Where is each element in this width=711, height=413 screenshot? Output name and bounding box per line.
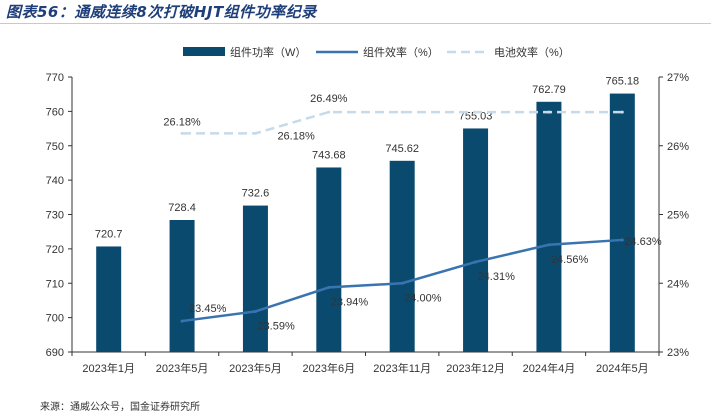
y2-tick-label: 26% [667, 141, 689, 153]
cell-efficiency-value-label: 26.18% [163, 116, 201, 128]
x-tick-label: 2024年4月 [523, 361, 576, 375]
module-efficiency-point [180, 319, 184, 323]
cell-efficiency-value-label: 26.18% [277, 130, 315, 142]
cell-efficiency-point [400, 110, 404, 114]
y2-tick-label: 24% [667, 278, 689, 290]
cell-efficiency-point [474, 110, 478, 114]
bar [96, 246, 122, 352]
y-tick-label: 720 [46, 244, 64, 256]
module-efficiency-value-label: 24.63% [624, 236, 662, 248]
module-efficiency-point [547, 243, 551, 247]
module-efficiency-point [400, 281, 404, 285]
bar [316, 167, 342, 352]
bar [169, 220, 195, 352]
module-efficiency-point [253, 309, 257, 313]
cell-efficiency-point [620, 110, 624, 114]
x-tick-label: 2023年6月 [303, 361, 356, 375]
legend-swatch-bar [183, 47, 225, 56]
x-tick-label: 2024年5月 [596, 361, 649, 375]
cell-efficiency-point [547, 110, 551, 114]
x-tick-label: 2023年1月 [82, 361, 135, 375]
module-efficiency-point [327, 285, 331, 289]
bar [242, 205, 268, 352]
legend: 组件功率（W） 组件效率（%） 电池效率（%） [183, 45, 570, 59]
bar [536, 101, 562, 352]
x-tick-label: 2023年5月 [229, 361, 282, 375]
bar-value-label: 732.6 [242, 188, 270, 200]
bar-value-label: 765.18 [605, 76, 639, 88]
module-efficiency-value-label: 24.31% [478, 271, 516, 283]
legend-label-cell-efficiency: 电池效率（%） [494, 45, 570, 59]
legend-label-module-power: 组件功率（W） [230, 45, 306, 59]
bar [609, 93, 635, 352]
bar-value-label: 743.68 [312, 149, 346, 161]
bar [463, 128, 489, 352]
bar-value-label: 755.03 [459, 110, 493, 122]
cell-efficiency-point [180, 131, 184, 135]
module-efficiency-value-label: 24.00% [404, 292, 442, 304]
y-tick-label: 710 [46, 278, 64, 290]
legend-label-module-efficiency: 组件效率（%） [363, 45, 439, 59]
title-divider [0, 23, 711, 24]
y2-tick-label: 25% [667, 210, 689, 222]
x-tick-label: 2023年11月 [373, 361, 431, 375]
bar [389, 160, 415, 352]
x-tick-label: 2023年5月 [156, 361, 209, 375]
module-efficiency-value-label: 23.59% [257, 320, 295, 332]
y-tick-label: 750 [46, 141, 64, 153]
bar-value-label: 720.7 [95, 228, 123, 240]
y2-tick-label: 23% [667, 347, 689, 359]
module-efficiency-point [620, 238, 624, 242]
cell-efficiency-value-label: 26.49% [310, 93, 348, 105]
y-tick-label: 740 [46, 175, 64, 187]
y2-tick-label: 27% [667, 72, 689, 84]
module-efficiency-value-label: 24.56% [551, 254, 589, 266]
cell-efficiency-point [253, 131, 257, 135]
y-tick-label: 690 [46, 347, 64, 359]
cell-efficiency-point [327, 110, 331, 114]
y-tick-label: 760 [46, 106, 64, 118]
module-efficiency-point [474, 260, 478, 264]
module-efficiency-value-label: 23.94% [331, 296, 369, 308]
module-efficiency-value-label: 23.45% [189, 303, 227, 315]
y-tick-label: 700 [46, 313, 64, 325]
y-tick-label: 730 [46, 210, 64, 222]
plot-area: 690 700 710 720 730 740 750 760 770 23% 24% 25% 26% 2… [46, 72, 690, 375]
bar-value-label: 728.4 [168, 202, 196, 214]
bar-value-label: 762.79 [532, 84, 566, 96]
y-tick-label: 770 [46, 72, 64, 84]
x-tick-label: 2023年12月 [446, 361, 505, 375]
bar-value-label: 745.62 [385, 143, 419, 155]
chart-title: 图表56：通威连续8次打破HJT组件功率纪录 [6, 3, 317, 21]
